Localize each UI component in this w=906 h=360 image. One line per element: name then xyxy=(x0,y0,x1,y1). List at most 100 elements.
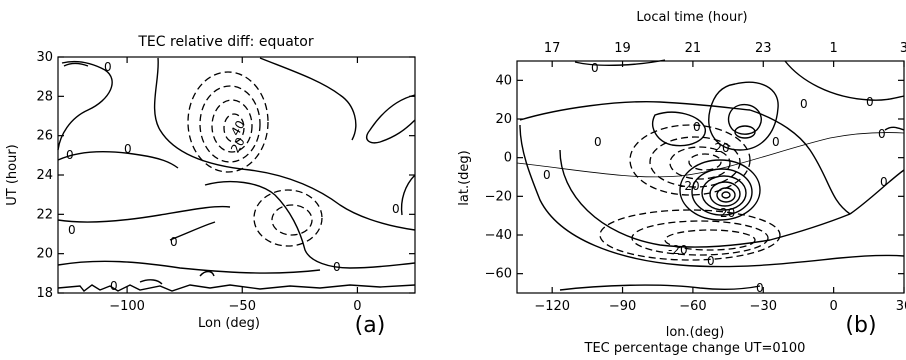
b-contour-label: 0 xyxy=(543,168,551,182)
b-contour-label: 0 xyxy=(693,120,701,134)
b-contour-label: 20 xyxy=(720,206,735,220)
a-contour-solid xyxy=(204,180,416,269)
a-contour-solid xyxy=(57,284,416,292)
b-contour-label: 0 xyxy=(772,135,780,149)
top-tick-label: 17 xyxy=(544,41,561,56)
b-contour-label: 0 xyxy=(707,254,715,268)
top-tick-label: 23 xyxy=(755,41,772,56)
b-contour-label: 0 xyxy=(591,61,599,75)
a-contour-solid xyxy=(169,221,216,241)
x-tick-label: −120 xyxy=(534,299,570,314)
y-tick-label: 40 xyxy=(495,73,512,88)
a-contour-dashed xyxy=(223,113,245,143)
a-contour-solid xyxy=(153,57,416,231)
y-tick-label: −60 xyxy=(485,267,512,282)
a-contour-dashed xyxy=(199,85,261,163)
b-contour-label: 0 xyxy=(756,281,764,295)
b-contour-solid xyxy=(701,175,747,211)
chart-a-panel-label: (a) xyxy=(355,313,386,338)
chart-b-footer: TEC percentage change UT=0100 xyxy=(584,341,806,356)
chart-a-axes: −100 −50 0 18 20 22 24 26 28 30 xyxy=(36,50,415,314)
y-tick-label: 20 xyxy=(495,112,512,127)
y-tick-label: 28 xyxy=(36,89,53,104)
a-contour-solid xyxy=(57,205,231,223)
a-contour-solid xyxy=(199,270,215,277)
chart-b-contour-labels: 0 0 0 0 0 0 0 0 0 0 -20 -20 -20 20 0 xyxy=(543,61,888,295)
chart-a-title: TEC relative diff: equator xyxy=(137,34,313,50)
x-tick-label: 30 xyxy=(896,299,906,314)
a-contour-label: 0 xyxy=(68,223,76,237)
a-contour-label: 20 xyxy=(228,135,248,155)
x-tick-label: −100 xyxy=(109,299,145,314)
x-tick-label: −60 xyxy=(679,299,706,314)
x-tick-label: −30 xyxy=(750,299,777,314)
a-contour-label: 0 xyxy=(66,148,74,162)
y-tick-label: 30 xyxy=(36,50,53,65)
a-contour-solid xyxy=(57,61,113,151)
chart-a: TEC relative diff: equator −100 −50 0 18 20 2… xyxy=(5,34,416,338)
y-tick-label: 18 xyxy=(36,286,53,301)
a-contour-label: 0 xyxy=(104,60,112,74)
b-contour-solid xyxy=(849,169,905,215)
chart-b-top-axis-label: Local time (hour) xyxy=(636,10,747,25)
x-tick-label: 0 xyxy=(829,299,837,314)
a-contour-solid xyxy=(259,57,357,141)
b-contour-solid xyxy=(519,124,905,268)
chart-b-contours xyxy=(516,59,905,291)
chart-a-xlabel: Lon (deg) xyxy=(198,316,260,331)
b-contour-solid xyxy=(709,181,741,207)
x-tick-label: −90 xyxy=(609,299,636,314)
a-contour-solid xyxy=(366,94,416,144)
b-contour-solid xyxy=(784,60,905,101)
b-contour-solid xyxy=(691,168,753,216)
a-contour-dashed xyxy=(253,189,323,247)
a-contour-solid xyxy=(63,62,89,67)
chart-b-ylabel: lat.(deg) xyxy=(457,150,472,205)
top-tick-label: 1 xyxy=(829,41,837,56)
b-contour-dashed xyxy=(649,136,741,188)
b-contour-dashed xyxy=(688,153,722,171)
b-contour-solid xyxy=(727,103,762,135)
top-tick-label: 3 xyxy=(900,41,906,56)
b-contour-solid xyxy=(884,126,905,131)
b-contour-label: -20 xyxy=(710,141,730,155)
a-contour-label: 0 xyxy=(392,202,400,216)
b-contour-solid xyxy=(721,191,731,199)
b-contour-label: -20 xyxy=(668,243,688,257)
a-contour-solid xyxy=(139,279,163,285)
b-contour-label: 0 xyxy=(866,95,874,109)
a-contour-label: 40 xyxy=(228,118,248,138)
chart-b-xlabel: lon.(deg) xyxy=(666,325,725,340)
top-tick-label: 19 xyxy=(614,41,631,56)
chart-b-axes: −120 −90 −60 −30 0 30 −60 −40 −20 0 20 40 17 19 21 23 1 3 xyxy=(485,41,906,314)
chart-b-panel-label: (b) xyxy=(845,313,876,338)
a-contour-label: 0 xyxy=(333,260,341,274)
y-tick-label: 24 xyxy=(36,168,53,183)
b-contour-solid xyxy=(708,81,779,151)
y-tick-label: −20 xyxy=(485,189,512,204)
chart-a-ylabel: UT (hour) xyxy=(5,144,20,206)
top-tick-label: 21 xyxy=(685,41,702,56)
b-contour-label: 0 xyxy=(878,127,886,141)
a-contour-dashed xyxy=(187,71,269,173)
b-contour-dashed xyxy=(599,209,781,261)
b-contour-solid xyxy=(574,59,666,67)
b-contour-solid xyxy=(749,109,851,215)
a-contour-dashed xyxy=(211,99,253,153)
b-contour-solid xyxy=(679,159,761,221)
chart-b-frame xyxy=(516,60,905,294)
b-contour-dashed xyxy=(631,220,769,256)
a-contour-label: 0 xyxy=(170,235,178,249)
b-contour-dashed xyxy=(669,146,731,180)
b-contour-label: -20 xyxy=(680,179,700,193)
y-tick-label: −40 xyxy=(485,228,512,243)
a-contour-label: 0 xyxy=(124,142,132,156)
b-contour-solid xyxy=(559,284,761,291)
a-contour-dashed xyxy=(271,204,313,236)
x-tick-label: 0 xyxy=(353,299,361,314)
chart-a-contours xyxy=(57,57,416,292)
y-tick-label: 22 xyxy=(36,207,53,222)
b-contour-solid xyxy=(559,149,851,248)
b-contour-solid xyxy=(519,101,751,121)
x-tick-label: −50 xyxy=(229,299,256,314)
